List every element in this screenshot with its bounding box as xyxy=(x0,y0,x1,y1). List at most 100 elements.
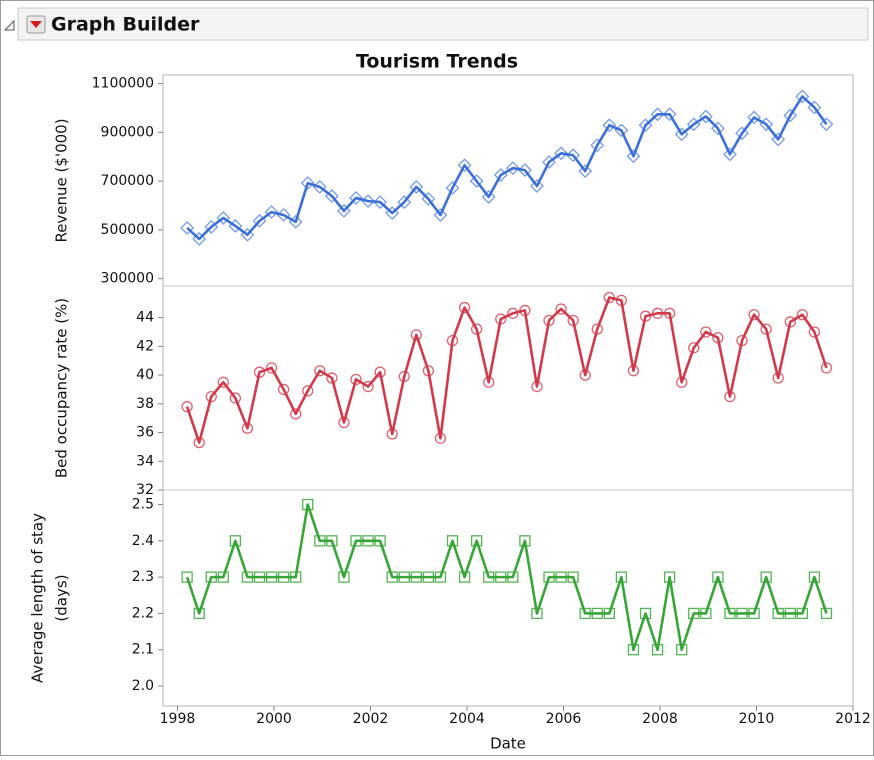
square-marker xyxy=(627,644,640,656)
square-marker xyxy=(736,607,748,620)
x-tick-label: 2002 xyxy=(353,711,389,727)
diamond-marker xyxy=(590,138,605,153)
circle-marker xyxy=(374,366,386,378)
y-tick-label: 700000 xyxy=(101,173,154,189)
circle-marker xyxy=(362,380,374,393)
diamond-marker xyxy=(795,89,810,104)
square-marker xyxy=(820,607,833,620)
square-marker xyxy=(688,607,700,620)
square-marker xyxy=(663,571,676,583)
circle-marker xyxy=(772,372,784,384)
square-marker xyxy=(290,571,302,583)
square-marker xyxy=(615,571,628,583)
circle-marker xyxy=(458,301,471,314)
diamond-marker xyxy=(361,194,375,209)
square-marker xyxy=(374,535,386,547)
square-marker xyxy=(495,571,507,583)
circle-marker xyxy=(410,329,422,341)
square-marker xyxy=(398,571,410,583)
square-marker xyxy=(277,571,290,583)
series-line xyxy=(185,503,828,652)
circle-marker xyxy=(651,307,664,319)
circle-marker xyxy=(434,432,447,444)
circle-marker xyxy=(229,392,242,404)
circle-marker xyxy=(205,390,217,403)
circle-marker xyxy=(712,332,724,344)
square-marker xyxy=(676,644,688,656)
diamond-marker xyxy=(204,220,219,234)
diamond-marker xyxy=(747,110,762,125)
circle-marker xyxy=(543,314,555,327)
circle-marker xyxy=(760,323,772,335)
square-marker xyxy=(579,607,591,620)
y-tick-label: 500000 xyxy=(101,222,154,238)
y-tick-label: 36 xyxy=(136,425,154,441)
square-marker xyxy=(205,571,217,583)
circle-marker xyxy=(422,365,435,377)
diamond-marker xyxy=(180,221,195,235)
square-marker xyxy=(543,571,555,583)
diamond-marker xyxy=(216,211,231,225)
y-axis-label: Revenue ($'000) xyxy=(53,118,71,242)
diamond-marker xyxy=(723,147,737,162)
circle-marker xyxy=(326,372,338,384)
diamond-marker xyxy=(686,117,701,132)
square-marker xyxy=(193,607,205,620)
circle-marker xyxy=(748,309,760,321)
circle-marker xyxy=(302,385,314,397)
disclosure-triangle[interactable] xyxy=(3,19,15,31)
circle-marker xyxy=(627,365,640,377)
diamond-marker xyxy=(578,164,593,179)
square-marker xyxy=(651,644,664,656)
circle-marker xyxy=(398,370,410,383)
circle-marker xyxy=(265,362,278,374)
diamond-marker xyxy=(662,107,677,122)
series xyxy=(181,291,833,449)
diamond-marker xyxy=(192,232,207,246)
square-marker xyxy=(458,571,471,583)
y-axis-label: (days) xyxy=(53,574,71,621)
circle-marker xyxy=(531,380,543,393)
x-tick-label: 2006 xyxy=(546,711,582,727)
circle-marker xyxy=(338,416,350,429)
y-tick-label: 2.4 xyxy=(132,533,154,549)
circle-marker xyxy=(736,334,748,347)
square-marker xyxy=(422,571,435,583)
y-tick-label: 2.2 xyxy=(132,605,154,621)
circle-marker xyxy=(386,428,398,440)
diamond-marker xyxy=(288,214,303,229)
y-tick-label: 2.3 xyxy=(132,569,154,585)
square-marker xyxy=(229,535,242,547)
diamond-marker xyxy=(481,190,496,204)
diamond-marker xyxy=(385,206,400,220)
diamond-marker xyxy=(517,163,532,178)
diamond-marker xyxy=(771,132,786,147)
circle-marker xyxy=(483,376,495,388)
circle-marker xyxy=(217,376,229,388)
square-marker xyxy=(241,571,254,583)
y-tick-label: 1100000 xyxy=(92,76,154,92)
circle-marker xyxy=(181,401,193,413)
square-marker xyxy=(350,535,362,547)
square-marker xyxy=(434,571,447,583)
circle-marker xyxy=(241,422,254,434)
diamond-marker xyxy=(421,191,436,206)
y-tick-label: 2.1 xyxy=(132,642,154,658)
circle-marker xyxy=(724,390,736,403)
square-marker xyxy=(314,535,326,547)
plot-frame xyxy=(162,74,854,707)
y-tick-label: 42 xyxy=(136,338,154,354)
header-title: Graph Builder xyxy=(51,14,200,36)
diamond-marker xyxy=(783,108,798,123)
diamond-marker xyxy=(819,117,834,132)
circle-marker xyxy=(808,326,821,338)
diamond-marker xyxy=(638,118,653,133)
diamond-marker xyxy=(228,219,243,233)
x-axis-label: Date xyxy=(490,735,526,753)
circle-marker xyxy=(350,373,362,386)
diamond-marker xyxy=(409,180,424,194)
diamond-marker xyxy=(554,146,568,161)
diamond-marker xyxy=(493,168,508,182)
diamond-marker xyxy=(445,181,460,195)
